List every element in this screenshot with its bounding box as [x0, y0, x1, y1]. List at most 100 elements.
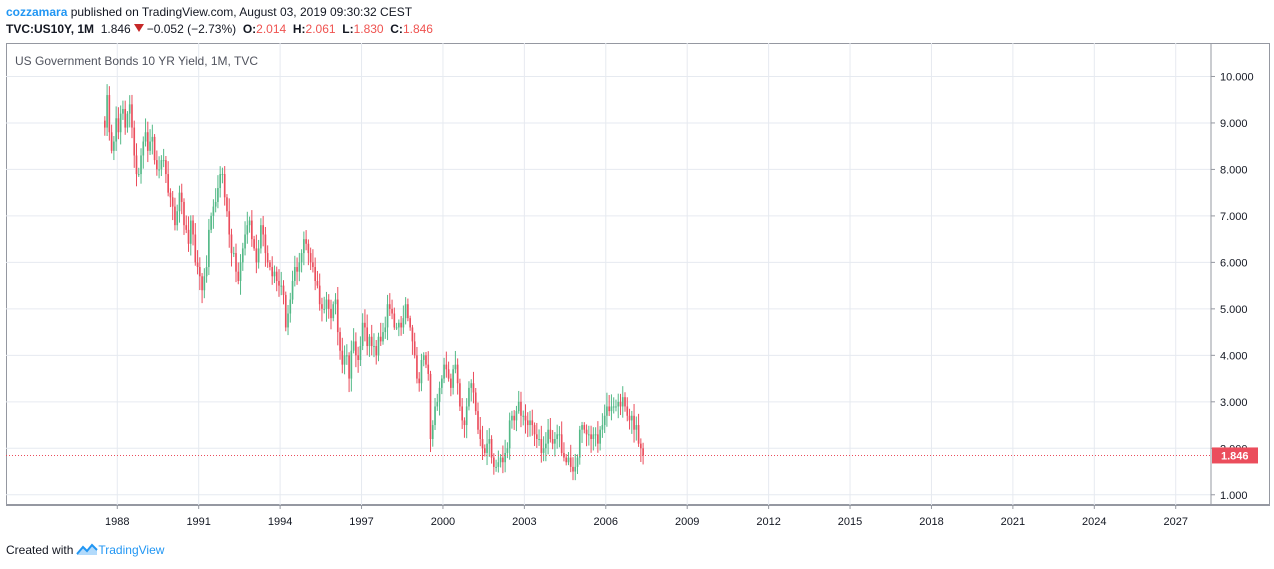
candle-body [576, 457, 579, 467]
candle-body [345, 355, 348, 357]
candle-body [486, 443, 488, 453]
candle-body [599, 429, 601, 444]
candle-body [205, 267, 208, 277]
candle-body [450, 378, 452, 388]
candle-body [108, 95, 111, 133]
candle-body [495, 466, 497, 468]
candle-body [440, 378, 443, 388]
x-tick-label: 2003 [512, 516, 536, 528]
candle-body [339, 332, 341, 351]
tradingview-link[interactable]: TradingView [98, 543, 165, 557]
time-axis: 1988 1991 1994 1997 2000 2003 2006 2009 2012 2015… [6, 505, 1270, 528]
candle-body [395, 327, 398, 329]
publish-info: cozzamara published on TradingView.com, … [6, 4, 1206, 21]
candle-body [352, 341, 355, 351]
candle-body [169, 192, 172, 198]
candle-body [418, 378, 421, 384]
candle-body [447, 369, 450, 379]
candle-body [156, 160, 158, 170]
candle-body [158, 169, 160, 171]
candle-body [122, 109, 124, 114]
x-tick-label: 1997 [349, 516, 373, 528]
candle-body [307, 243, 310, 254]
candle-body [287, 313, 289, 328]
candle-body [438, 387, 441, 402]
x-tick-label: 2024 [1082, 516, 1106, 528]
candle-body [318, 285, 321, 305]
candle-body [465, 406, 468, 426]
candle-body [413, 341, 416, 356]
candle-body [289, 299, 292, 314]
candle-body [477, 411, 479, 430]
candle-body [348, 355, 350, 379]
candle-body [633, 415, 635, 430]
author-link[interactable]: cozzamara [6, 5, 68, 19]
candle-body [379, 336, 382, 342]
candle-body [104, 120, 106, 128]
candle-body [174, 206, 176, 226]
candle-body [454, 364, 457, 370]
candle-body [382, 332, 384, 342]
candle-body [255, 248, 258, 263]
candle-body [271, 267, 274, 277]
candle-body [196, 262, 199, 268]
candle-body [171, 197, 174, 207]
candle-body [545, 443, 547, 449]
chart-header: cozzamara published on TradingView.com, … [6, 4, 1206, 38]
candle-body [241, 248, 244, 263]
candle-body [615, 406, 617, 408]
candle-body [400, 322, 402, 328]
x-tick-label: 2012 [756, 516, 780, 528]
candle-body [490, 439, 493, 458]
candle-body [364, 322, 366, 328]
candle-body [547, 429, 549, 444]
candle-body [459, 383, 461, 407]
candle-body [483, 448, 486, 453]
x-tick-label: 2018 [919, 516, 943, 528]
x-tick-label: 2009 [675, 516, 699, 528]
candle-body [210, 215, 212, 230]
open-value: 2.014 [256, 22, 287, 36]
candle-body [113, 141, 115, 151]
candle-body [237, 271, 240, 281]
price-change: −0.052 (−2.73%) [146, 22, 237, 36]
candle-body [431, 425, 434, 439]
y-tick-label: 3.000 [1220, 397, 1248, 409]
candle-body [535, 434, 538, 439]
candle-body [314, 267, 316, 281]
arrow-down-icon [133, 24, 144, 32]
candle-body [474, 392, 477, 412]
candle-body [443, 364, 445, 379]
y-tick-label: 7.000 [1220, 211, 1248, 223]
candle-body [407, 304, 409, 319]
candle-body [119, 113, 122, 133]
candle-body [461, 406, 464, 421]
candle-body [373, 346, 375, 348]
candle-body [468, 387, 470, 407]
candle-body [628, 415, 631, 421]
candle-body [422, 355, 425, 360]
candle-body [253, 239, 255, 249]
candle-body [612, 406, 615, 408]
candle-body [228, 211, 231, 235]
candle-body [189, 220, 192, 244]
candle-body [517, 401, 520, 412]
candle-body [282, 285, 285, 295]
candle-body [563, 452, 565, 458]
candle-body [131, 104, 133, 128]
candle-body [502, 457, 504, 463]
candle-body [146, 132, 149, 151]
candle-body [608, 406, 611, 412]
candlestick-chart[interactable]: 1.0002.0003.0004.0005.0006.0007.0008.000… [6, 43, 1270, 505]
candle-body [284, 294, 287, 328]
candle-body [388, 304, 391, 309]
candle-body [334, 299, 337, 305]
candle-body [504, 452, 506, 463]
candle-body [117, 118, 120, 133]
candle-body [183, 201, 185, 226]
candle-body [411, 327, 414, 342]
candle-body [398, 322, 400, 328]
candle-body [350, 350, 353, 379]
candle-body [201, 276, 203, 291]
candle-body [533, 425, 536, 435]
